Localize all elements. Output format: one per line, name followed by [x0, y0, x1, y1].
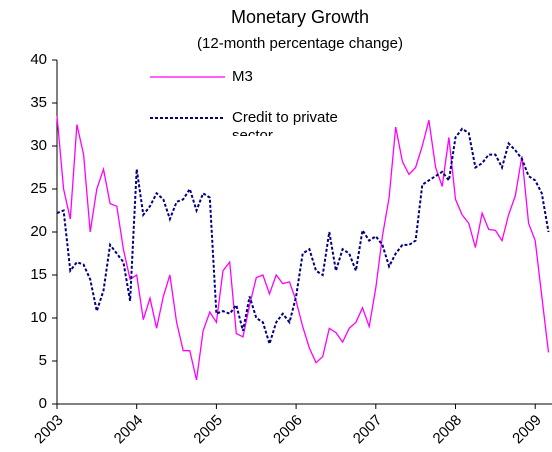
y-tick-label: 35 — [30, 94, 47, 111]
y-tick-label: 10 — [30, 309, 47, 326]
y-tick-label: 30 — [30, 137, 47, 154]
x-tick-label: 2004 — [111, 412, 147, 448]
legend-item: Credit to private sector — [232, 109, 338, 136]
x-tick-label: 2007 — [350, 412, 386, 448]
chart-title: Monetary Growth — [231, 7, 369, 27]
x-tick-label: 2008 — [430, 412, 466, 448]
series-line — [56, 115, 550, 381]
series-line — [56, 127, 550, 348]
chart-subtitle: (12-month percentage change) — [197, 35, 403, 52]
x-tick-label: 2006 — [270, 412, 306, 448]
x-tick-label: 2003 — [31, 412, 67, 448]
legend-item: M3 — [232, 68, 253, 85]
legend-label: M3 — [232, 68, 253, 85]
y-tick-label: 0 — [39, 395, 47, 412]
y-tick-label: 15 — [30, 266, 47, 283]
y-tick-label: 25 — [30, 180, 47, 197]
y-tick-label: 5 — [39, 352, 47, 369]
legend-label: Credit to private sector — [232, 109, 338, 136]
y-tick-label: 40 — [30, 51, 47, 68]
y-tick-label: 20 — [30, 223, 47, 240]
x-tick-label: 2005 — [190, 412, 226, 448]
x-tick-label: 2009 — [509, 412, 545, 448]
